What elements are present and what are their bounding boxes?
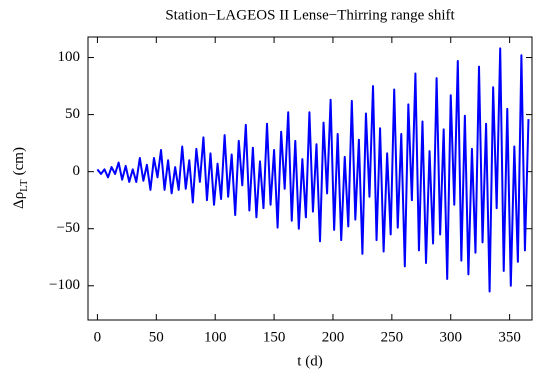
y-tick-label: −100 xyxy=(49,277,80,293)
x-tick-label: 0 xyxy=(94,329,102,345)
y-axis-label: ΔρLT(cm) xyxy=(11,147,29,209)
y-tick-label: 0 xyxy=(73,163,81,179)
x-tick-label: 150 xyxy=(263,329,286,345)
plot-frame xyxy=(87,36,533,321)
y-tick-label: −50 xyxy=(57,220,80,236)
x-tick-label: 350 xyxy=(498,329,521,345)
x-tick-label: 50 xyxy=(149,329,164,345)
y-tick-label: 50 xyxy=(65,106,80,122)
x-tick-label: 250 xyxy=(381,329,404,345)
x-tick-label: 200 xyxy=(322,329,345,345)
x-tick-label: 300 xyxy=(439,329,462,345)
x-tick-label: 100 xyxy=(204,329,227,345)
chart-title: Station−LAGEOS II Lense−Thirring range s… xyxy=(165,7,455,23)
y-tick-label: 100 xyxy=(58,49,81,65)
data-line xyxy=(96,47,530,293)
x-axis-label: t (d) xyxy=(297,353,322,369)
